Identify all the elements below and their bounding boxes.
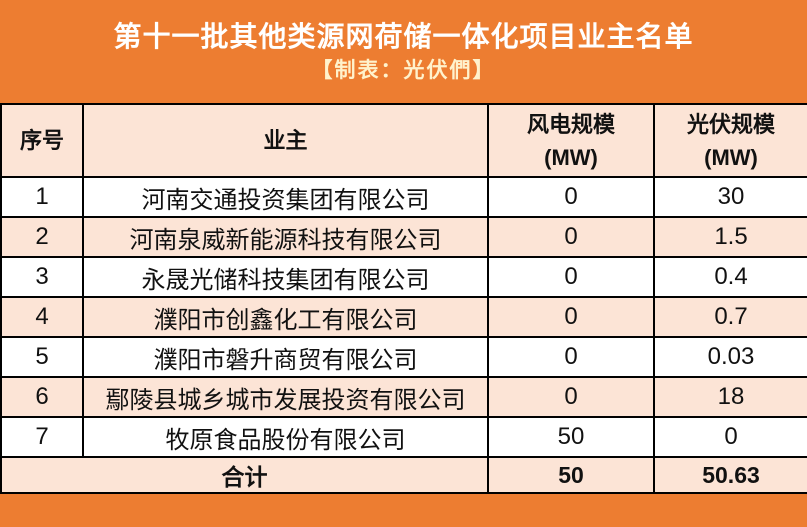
banner: 第十一批其他类源网荷储一体化项目业主名单 【制表：光伏們】	[0, 0, 807, 103]
cell-index: 5	[0, 336, 84, 378]
cell-owner: 鄢陵县城乡城市发展投资有限公司	[82, 376, 489, 418]
cell-wind: 0	[487, 296, 655, 338]
cell-pv: 18	[653, 376, 807, 418]
col-header-wind-scale: 风电规模 (MW)	[487, 103, 655, 178]
cell-owner: 永晟光储科技集团有限公司	[82, 256, 489, 298]
cell-owner: 濮阳市磐升商贸有限公司	[82, 336, 489, 378]
cell-owner: 河南泉威新能源科技有限公司	[82, 216, 489, 258]
total-label: 合计	[0, 456, 489, 494]
banner-subtitle: 【制表：光伏們】	[311, 58, 496, 82]
cell-index: 6	[0, 376, 84, 418]
cell-owner: 濮阳市创鑫化工有限公司	[82, 296, 489, 338]
cell-index: 7	[0, 416, 84, 458]
total-row: 合计 50 50.63	[0, 456, 807, 494]
cell-wind: 0	[487, 216, 655, 258]
cell-wind: 0	[487, 376, 655, 418]
col-header-index: 序号	[0, 103, 84, 178]
cell-wind: 50	[487, 416, 655, 458]
cell-owner: 河南交通投资集团有限公司	[82, 176, 489, 218]
cell-pv: 0.7	[653, 296, 807, 338]
page-title: 第十一批其他类源网荷储一体化项目业主名单	[113, 20, 694, 52]
cell-index: 4	[0, 296, 84, 338]
table-row: 4 濮阳市创鑫化工有限公司 0 0.7	[0, 296, 807, 338]
cell-index: 2	[0, 216, 84, 258]
cell-wind: 0	[487, 256, 655, 298]
cell-wind: 0	[487, 336, 655, 378]
total-pv: 50.63	[653, 456, 807, 494]
table-row: 2 河南泉威新能源科技有限公司 0 1.5	[0, 216, 807, 258]
col-header-owner: 业主	[82, 103, 489, 178]
col-header-pv-scale: 光伏规模 (MW)	[653, 103, 807, 178]
header-row: 序号 业主 风电规模 (MW) 光伏规模 (MW)	[0, 103, 807, 178]
total-wind: 50	[487, 456, 655, 494]
cell-index: 3	[0, 256, 84, 298]
owners-table: 序号 业主 风电规模 (MW) 光伏规模 (MW) 1 河南交通投资集团有限公司…	[0, 103, 807, 494]
table-row: 7 牧原食品股份有限公司 50 0	[0, 416, 807, 458]
table-row: 1 河南交通投资集团有限公司 0 30	[0, 176, 807, 218]
cell-index: 1	[0, 176, 84, 218]
cell-pv: 0.4	[653, 256, 807, 298]
cell-wind: 0	[487, 176, 655, 218]
table-row: 3 永晟光储科技集团有限公司 0 0.4	[0, 256, 807, 298]
cell-pv: 0.03	[653, 336, 807, 378]
cell-owner: 牧原食品股份有限公司	[82, 416, 489, 458]
cell-pv: 1.5	[653, 216, 807, 258]
table-row: 5 濮阳市磐升商贸有限公司 0 0.03	[0, 336, 807, 378]
table-row: 6 鄢陵县城乡城市发展投资有限公司 0 18	[0, 376, 807, 418]
cell-pv: 0	[653, 416, 807, 458]
cell-pv: 30	[653, 176, 807, 218]
